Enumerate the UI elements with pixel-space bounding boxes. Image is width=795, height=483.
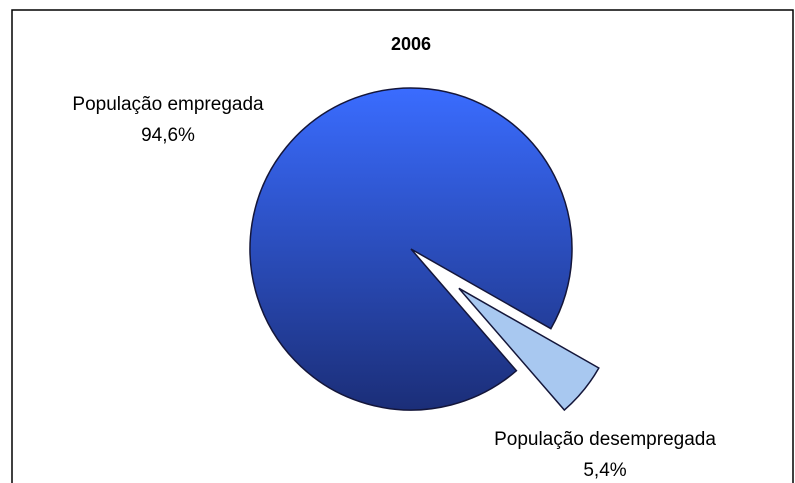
pie-slice	[249, 87, 573, 411]
chart-border	[11, 9, 794, 483]
chart-title: 2006	[391, 34, 431, 54]
slice-value-label: 5,4%	[583, 460, 626, 481]
slice-label: População empregada	[72, 94, 264, 115]
slice-value-label: 94,6%	[141, 125, 195, 146]
pie-slice	[458, 287, 600, 412]
slice-label: População desempregada	[494, 429, 716, 450]
